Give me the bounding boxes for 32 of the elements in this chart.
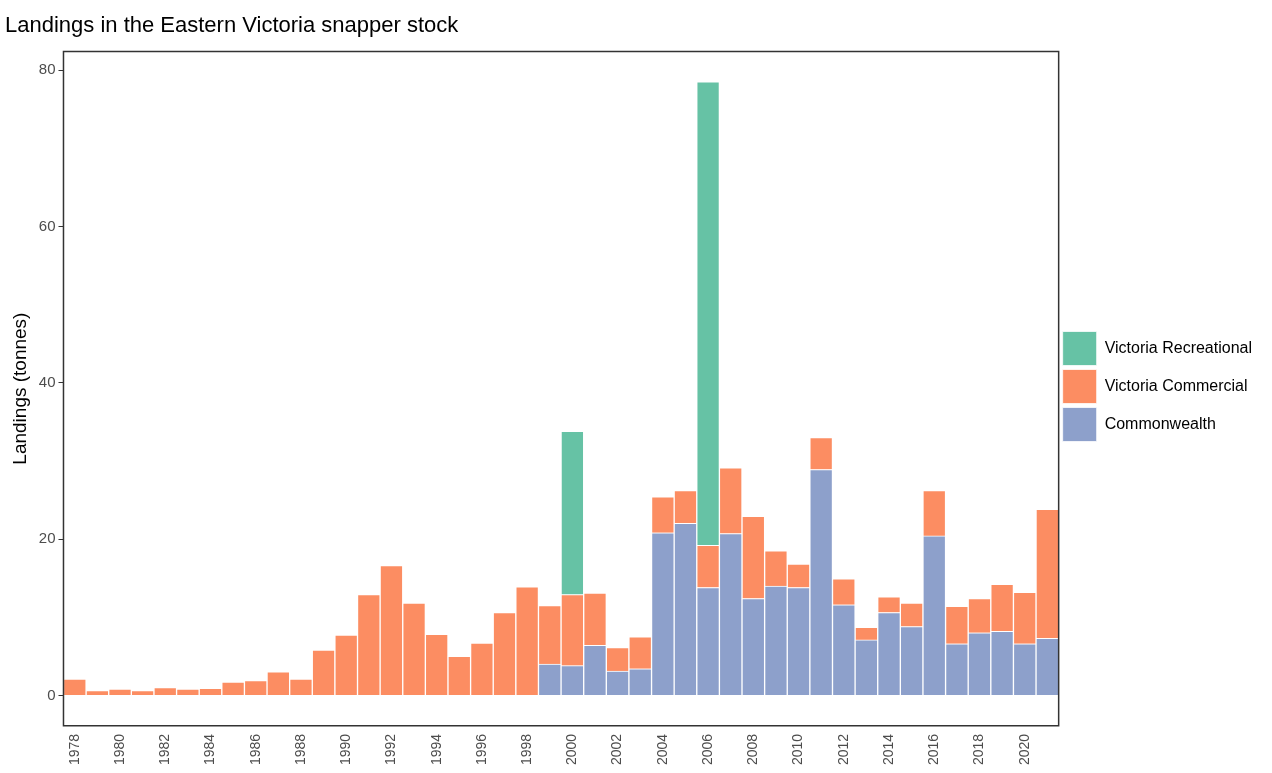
x-tick-label: 1998	[518, 733, 535, 766]
x-tick-label: 1990	[337, 733, 354, 766]
x-tick-label: 2000	[563, 733, 580, 766]
legend-label: Victoria Commercial	[1104, 376, 1248, 394]
x-tick-label: 1986	[246, 733, 263, 766]
x-tick-label: 2002	[608, 733, 625, 766]
x-tick-label: 2020	[1015, 733, 1032, 766]
x-tick-label: 2006	[698, 733, 715, 766]
y-tick-label: 0	[47, 685, 56, 703]
x-tick-label: 2018	[970, 733, 987, 766]
legend-label: Victoria Recreational	[1104, 338, 1253, 356]
x-tick-label: 1984	[201, 733, 218, 766]
x-tick-label: 1978	[65, 733, 82, 766]
x-tick-label: 2008	[744, 733, 761, 766]
x-tick-label: 1994	[427, 733, 444, 766]
x-tick-label: 1988	[291, 733, 308, 766]
x-tick-label: 1982	[156, 733, 173, 766]
x-tick-label: 1980	[110, 733, 127, 766]
chart-title: Landings in the Eastern Victoria snapper stock	[5, 12, 460, 38]
y-tick-label: 80	[38, 60, 56, 78]
y-tick-label: 60	[38, 216, 56, 234]
x-tick-label: 2010	[789, 733, 806, 766]
x-tick-label: 2012	[834, 733, 851, 766]
x-tick-label: 1996	[472, 733, 489, 766]
y-tick-label: 40	[38, 372, 56, 390]
x-tick-label: 2004	[653, 733, 670, 766]
legend-label: Commonwealth	[1104, 414, 1216, 432]
y-axis-title: Landings (tonnes)	[8, 312, 30, 465]
x-tick-label: 2016	[925, 733, 942, 766]
y-tick-label: 20	[38, 529, 56, 547]
x-tick-label: 1992	[382, 733, 399, 766]
x-tick-label: 2014	[879, 733, 896, 766]
